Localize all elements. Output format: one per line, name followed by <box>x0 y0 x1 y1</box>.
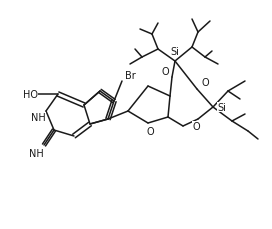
Text: HO: HO <box>23 90 38 100</box>
Text: Si: Si <box>218 103 226 112</box>
Text: O: O <box>161 67 169 77</box>
Text: Si: Si <box>171 47 180 57</box>
Text: O: O <box>192 121 200 131</box>
Text: O: O <box>146 126 154 136</box>
Text: O: O <box>201 78 209 88</box>
Text: Br: Br <box>125 71 135 81</box>
Text: NH: NH <box>31 112 45 123</box>
Text: NH: NH <box>29 148 43 158</box>
